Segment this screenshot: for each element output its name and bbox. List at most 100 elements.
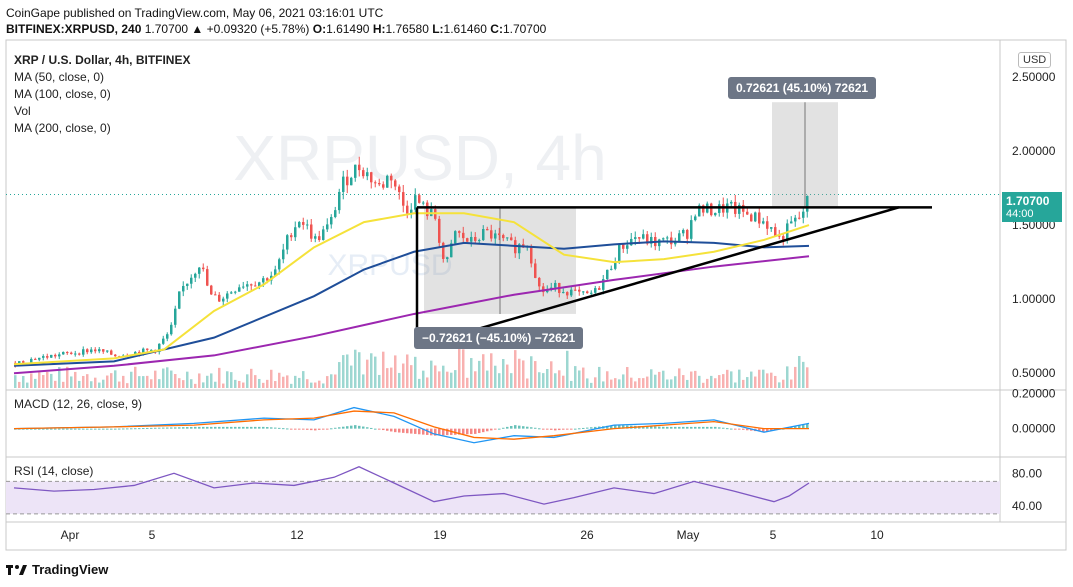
candle-body [510, 237, 513, 241]
macd-hist-bar [406, 428, 409, 434]
volume-bar [666, 379, 669, 388]
volume-bar [782, 379, 785, 388]
macd-hist-bar [706, 426, 709, 429]
candle-body [798, 217, 801, 219]
volume-bar [678, 368, 681, 388]
candle-body [374, 182, 377, 184]
candle-body [170, 324, 173, 335]
volume-bar [762, 369, 765, 388]
volume-bar [54, 380, 57, 388]
volume-bar [586, 378, 589, 388]
footer-brand[interactable]: TradingView [32, 562, 109, 577]
volume-bar [646, 376, 649, 388]
macd-hist-bar [226, 426, 229, 429]
macd-hist-bar [686, 426, 689, 429]
volume-bar [310, 382, 313, 388]
volume-bar [654, 374, 657, 388]
macd-label[interactable]: MACD (12, 26, close, 9) [14, 397, 143, 411]
macd-hist-bar [574, 428, 577, 430]
volume-bar [134, 366, 137, 388]
macd-hist-bar [46, 428, 49, 430]
macd-hist-bar [546, 428, 549, 430]
macd-hist-bar [390, 428, 393, 432]
candle-body [114, 354, 117, 357]
candle-body [398, 186, 401, 193]
volume-bar [390, 367, 393, 388]
rsi-tick-label: 80.00 [1012, 466, 1042, 480]
volume-bar [238, 380, 241, 388]
macd-hist-bar [554, 428, 557, 431]
legend-vol[interactable]: Vol [14, 104, 31, 118]
volume-bar [58, 367, 61, 388]
macd-hist-bar [558, 428, 561, 431]
candle-body [166, 334, 169, 339]
volume-bar [350, 365, 353, 388]
candle-body [746, 211, 749, 215]
candle-body [358, 164, 361, 171]
macd-hist-bar [370, 427, 373, 429]
macd-hist-bar [590, 427, 593, 429]
legend-ma100[interactable]: MA (100, close, 0) [14, 87, 111, 101]
macd-hist-bar [510, 426, 513, 429]
volume-bar [498, 373, 501, 388]
macd-hist-bar [606, 425, 609, 429]
macd-hist-bar [794, 426, 797, 429]
volume-bar [222, 383, 225, 388]
volume-bar [14, 375, 17, 388]
macd-hist-bar [282, 428, 285, 430]
candle-body [602, 279, 605, 290]
macd-hist-bar [482, 428, 485, 433]
candle-body [590, 292, 593, 294]
volume-bar [502, 359, 505, 388]
macd-hist-bar [486, 428, 489, 432]
volume-bar [694, 370, 697, 388]
candle-body [446, 257, 449, 259]
volume-bar [422, 370, 425, 388]
candle-body [334, 210, 337, 218]
legend-ma50[interactable]: MA (50, close, 0) [14, 70, 105, 84]
candle-body [370, 172, 373, 183]
macd-hist-bar [126, 428, 129, 430]
macd-hist-bar [358, 425, 361, 429]
volume-bar [370, 353, 373, 388]
legend-ma200[interactable]: MA (200, close, 0) [14, 121, 111, 135]
last-price-tag: 1.70700 44:00 [1002, 192, 1062, 222]
macd-hist-bar [494, 428, 497, 430]
volume-bar [454, 370, 457, 388]
legend-title[interactable]: XRP / U.S. Dollar, 4h, BITFINEX [14, 53, 191, 67]
macd-hist-bar [142, 428, 145, 430]
volume-bar [734, 382, 737, 388]
macd-hist-bar [94, 428, 97, 430]
rsi-band [6, 481, 1000, 514]
volume-bar [358, 352, 361, 388]
macd-hist-bar [398, 428, 401, 433]
tradingview-logo-icon [6, 564, 27, 575]
rsi-label[interactable]: RSI (14, close) [14, 464, 94, 478]
currency-selector[interactable]: USD [1018, 52, 1052, 68]
volume-bar [526, 378, 529, 388]
macd-hist-bar [374, 428, 377, 430]
candle-body [478, 240, 481, 242]
macd-hist-bar [262, 426, 265, 429]
macd-hist-bar [790, 427, 793, 429]
volume-bar [282, 376, 285, 388]
volume-bar [130, 371, 133, 388]
candle-body [774, 227, 777, 236]
bar-countdown: 44:00 [1006, 208, 1034, 220]
macd-hist-bar [530, 427, 533, 429]
volume-bar [154, 370, 157, 388]
macd-hist-bar [54, 428, 57, 430]
volume-bar [574, 366, 577, 388]
macd-hist-bar [670, 426, 673, 429]
macd-hist-bar [266, 427, 269, 429]
candle-body [174, 308, 177, 325]
macd-hist-bar [698, 426, 701, 429]
volume-bar [458, 347, 461, 388]
volume-bar [270, 369, 273, 388]
candle-body [562, 292, 565, 294]
volume-bar [446, 371, 449, 388]
candle-body [310, 224, 313, 239]
candle-body [806, 195, 809, 212]
volume-bar [638, 378, 641, 388]
